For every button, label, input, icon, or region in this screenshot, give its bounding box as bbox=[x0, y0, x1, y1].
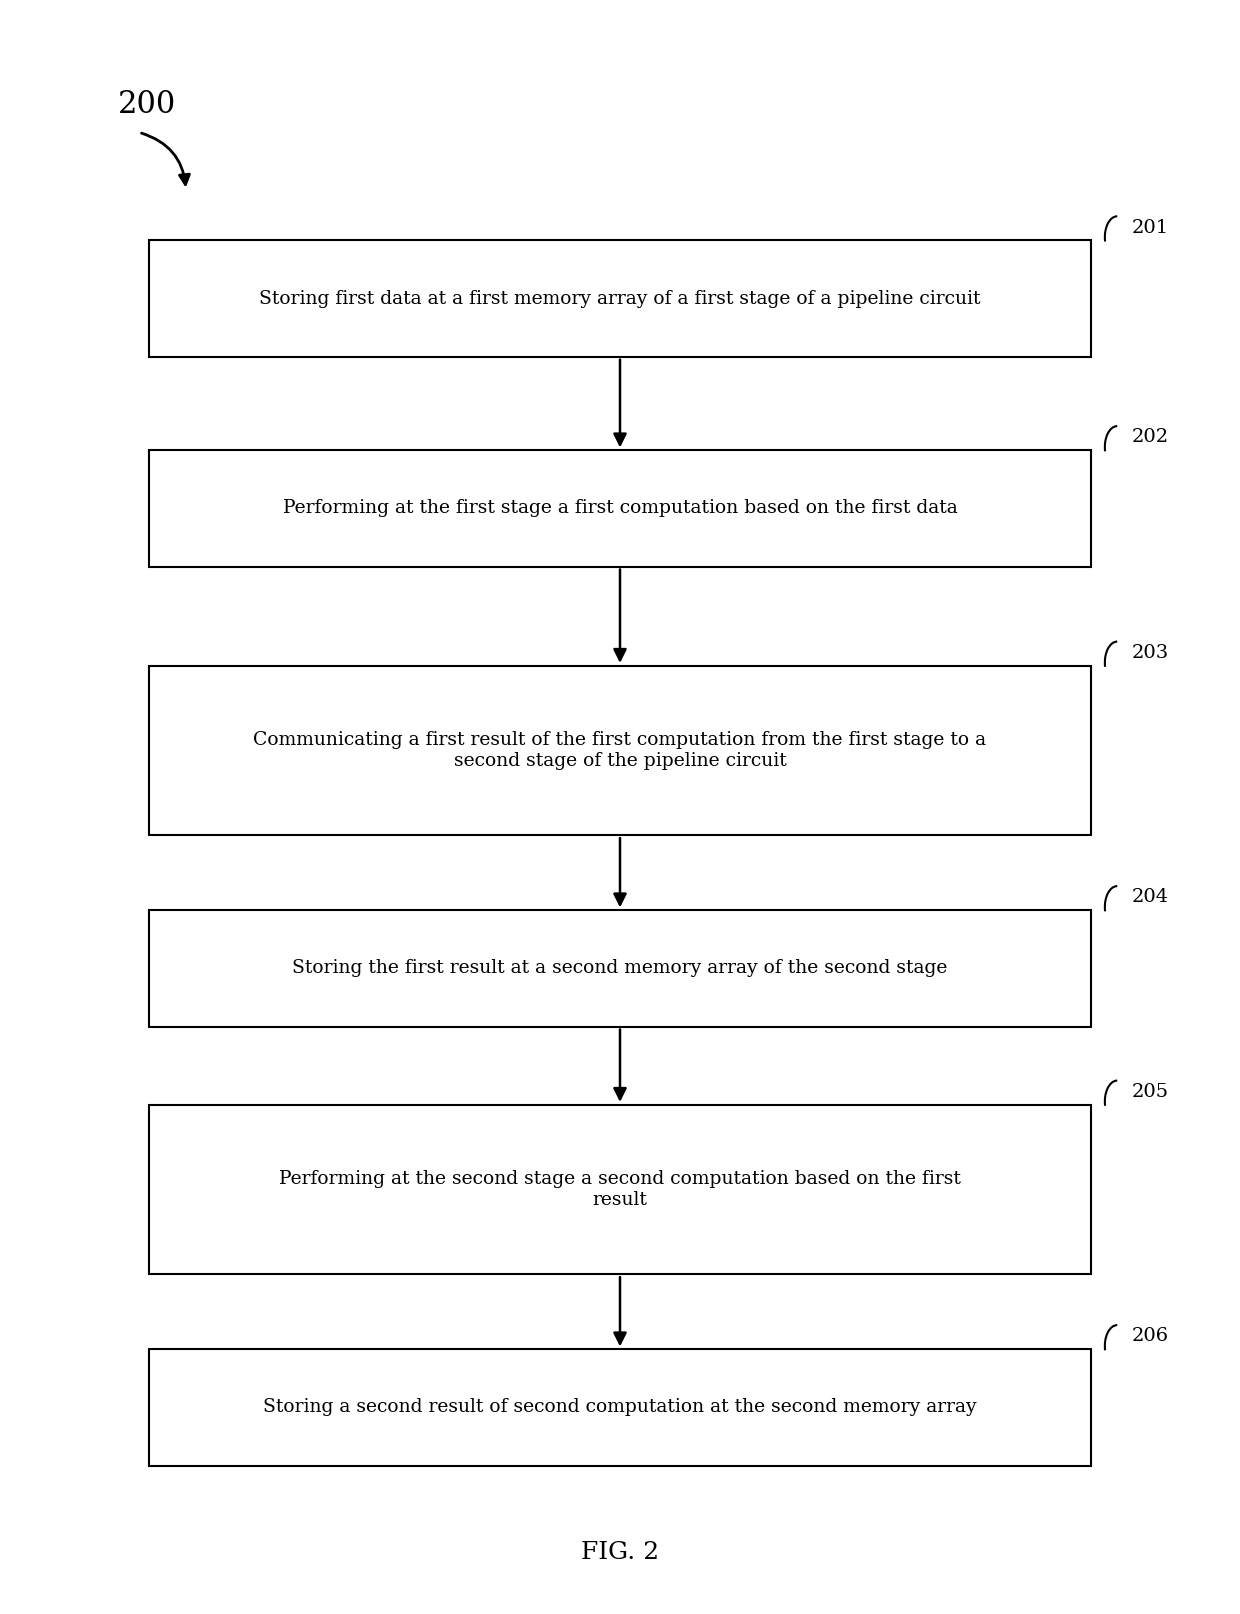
Text: 202: 202 bbox=[1132, 428, 1169, 447]
Text: 206: 206 bbox=[1132, 1327, 1169, 1346]
Text: 200: 200 bbox=[118, 89, 176, 121]
Text: FIG. 2: FIG. 2 bbox=[580, 1541, 660, 1564]
Text: 203: 203 bbox=[1132, 644, 1169, 662]
Text: Storing a second result of second computation at the second memory array: Storing a second result of second comput… bbox=[263, 1398, 977, 1417]
Text: 204: 204 bbox=[1132, 888, 1169, 907]
Text: Performing at the first stage a first computation based on the first data: Performing at the first stage a first co… bbox=[283, 499, 957, 518]
Text: 201: 201 bbox=[1132, 218, 1169, 237]
Text: Storing first data at a first memory array of a first stage of a pipeline circui: Storing first data at a first memory arr… bbox=[259, 289, 981, 308]
FancyBboxPatch shape bbox=[149, 1349, 1091, 1466]
FancyBboxPatch shape bbox=[149, 1104, 1091, 1275]
FancyBboxPatch shape bbox=[149, 450, 1091, 567]
FancyBboxPatch shape bbox=[149, 910, 1091, 1027]
FancyBboxPatch shape bbox=[149, 665, 1091, 834]
FancyBboxPatch shape bbox=[149, 240, 1091, 357]
Text: Performing at the second stage a second computation based on the first
result: Performing at the second stage a second … bbox=[279, 1170, 961, 1209]
Text: 205: 205 bbox=[1132, 1083, 1169, 1101]
Text: Communicating a first result of the first computation from the first stage to a
: Communicating a first result of the firs… bbox=[253, 731, 987, 770]
Text: Storing the first result at a second memory array of the second stage: Storing the first result at a second mem… bbox=[293, 959, 947, 978]
